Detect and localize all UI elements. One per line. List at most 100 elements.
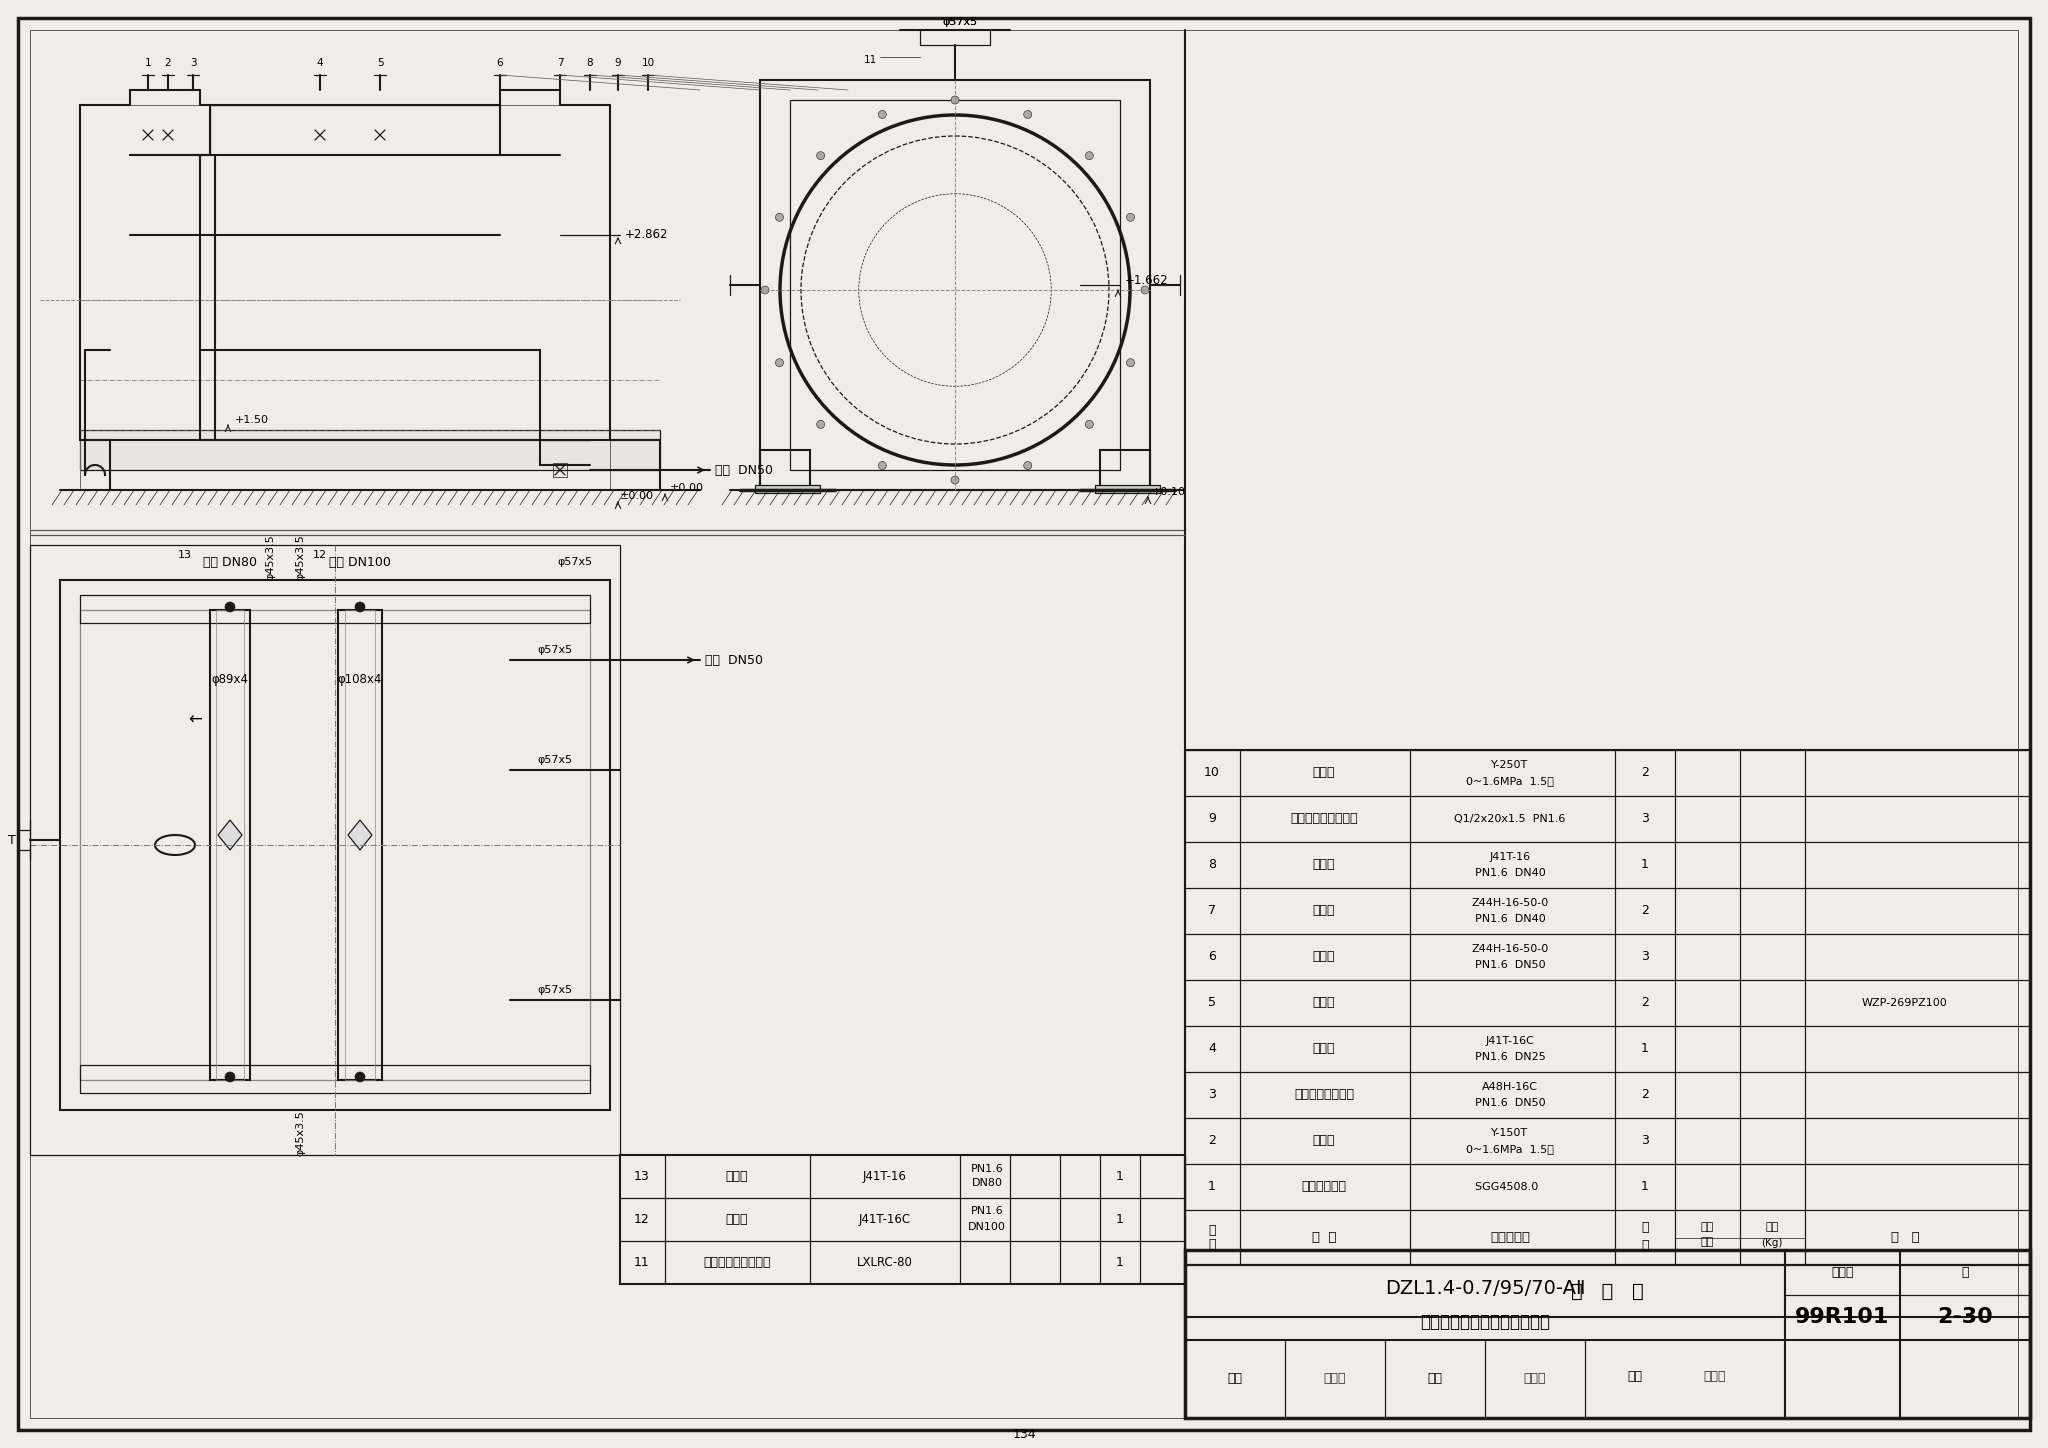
Text: 2: 2 <box>164 58 172 68</box>
Text: 全钢三通压力表嵌塞: 全钢三通压力表嵌塞 <box>1290 812 1358 825</box>
Text: J41T-16: J41T-16 <box>1489 851 1530 862</box>
Text: 2: 2 <box>1640 766 1649 779</box>
Text: 总计: 总计 <box>1765 1222 1778 1232</box>
Bar <box>553 463 567 476</box>
Bar <box>80 1064 590 1093</box>
Text: 校对: 校对 <box>1427 1373 1442 1386</box>
Bar <box>621 1156 1186 1284</box>
Text: 超压保护装置: 超压保护装置 <box>1300 1180 1346 1193</box>
Circle shape <box>1126 359 1135 366</box>
Bar <box>215 610 244 1080</box>
Text: φ57x5: φ57x5 <box>557 557 592 568</box>
Text: (Kg): (Kg) <box>1761 1238 1782 1248</box>
Text: 赵丽分: 赵丽分 <box>1704 1370 1726 1383</box>
Text: DN100: DN100 <box>969 1222 1006 1231</box>
Text: Y-150T: Y-150T <box>1491 1128 1528 1138</box>
Text: 审核: 审核 <box>1227 1373 1243 1386</box>
Text: 10: 10 <box>1204 766 1221 779</box>
Text: 9: 9 <box>614 58 621 68</box>
Text: 1: 1 <box>1640 859 1649 872</box>
Text: 1: 1 <box>1116 1255 1124 1268</box>
Text: 回水 DN80: 回水 DN80 <box>203 556 256 569</box>
Text: 排污  DN50: 排污 DN50 <box>705 653 764 666</box>
Text: 名  称: 名 称 <box>1313 1231 1335 1244</box>
Text: DN80: DN80 <box>971 1179 1004 1189</box>
Text: ±0.00: ±0.00 <box>670 484 705 492</box>
Text: 单件: 单件 <box>1700 1222 1714 1232</box>
Text: 134: 134 <box>1012 1429 1036 1442</box>
Text: 8: 8 <box>586 58 594 68</box>
Text: φ57x5: φ57x5 <box>942 17 977 28</box>
Text: 组装热水锅炉管道阀门仪表图: 组装热水锅炉管道阀门仪表图 <box>1419 1313 1550 1331</box>
Text: 量: 量 <box>1640 1239 1649 1253</box>
Bar <box>1186 750 2030 1266</box>
Circle shape <box>354 1072 365 1082</box>
Text: 备   注: 备 注 <box>1890 1231 1919 1244</box>
Text: J41T-16: J41T-16 <box>862 1170 907 1183</box>
Text: 6: 6 <box>498 58 504 68</box>
Text: 2: 2 <box>1640 1089 1649 1102</box>
Text: 2: 2 <box>1208 1134 1217 1147</box>
Text: 水平螺旋干式热水表: 水平螺旋干式热水表 <box>702 1255 770 1268</box>
Bar <box>756 485 819 492</box>
Text: 4: 4 <box>1208 1043 1217 1056</box>
Text: PN1.6: PN1.6 <box>971 1164 1004 1173</box>
Text: PN1.6: PN1.6 <box>971 1206 1004 1216</box>
Bar <box>1186 1250 2030 1418</box>
Text: 排污  DN50: 排污 DN50 <box>715 463 772 476</box>
Text: φ45x3.5: φ45x3.5 <box>264 534 274 579</box>
Text: 1: 1 <box>1640 1043 1649 1056</box>
Text: 电多江: 电多江 <box>1323 1373 1346 1386</box>
Text: 截止阀: 截止阀 <box>1313 859 1335 872</box>
Bar <box>344 610 375 1080</box>
Text: φ57x5: φ57x5 <box>942 17 977 28</box>
Circle shape <box>776 213 784 222</box>
Text: 5: 5 <box>1208 996 1217 1009</box>
Bar <box>80 106 610 489</box>
Circle shape <box>1024 462 1032 469</box>
Text: 张纸尺: 张纸尺 <box>1524 1373 1546 1386</box>
Text: 99R101: 99R101 <box>1796 1308 1890 1326</box>
Text: 2: 2 <box>1640 996 1649 1009</box>
Circle shape <box>1024 110 1032 119</box>
Text: 6: 6 <box>1208 950 1217 963</box>
Text: 8: 8 <box>1208 859 1217 872</box>
Text: 1: 1 <box>1640 1180 1649 1193</box>
Text: 3: 3 <box>1208 1089 1217 1102</box>
Text: PN1.6  DN25: PN1.6 DN25 <box>1475 1053 1546 1061</box>
Text: LXLRC-80: LXLRC-80 <box>856 1255 913 1268</box>
Circle shape <box>950 476 958 484</box>
Text: PN1.6  DN50: PN1.6 DN50 <box>1475 960 1546 970</box>
Text: Q1/2x20x1.5  PN1.6: Q1/2x20x1.5 PN1.6 <box>1454 814 1565 824</box>
Text: 9: 9 <box>1208 812 1217 825</box>
Text: 2-30: 2-30 <box>1937 1308 1993 1326</box>
Text: WZP-269PZ100: WZP-269PZ100 <box>1862 998 1948 1008</box>
Text: 13: 13 <box>635 1170 649 1183</box>
Bar <box>1186 1266 2030 1318</box>
Text: 规格、型号: 规格、型号 <box>1491 1231 1530 1244</box>
Text: 3: 3 <box>1640 1134 1649 1147</box>
Text: 12: 12 <box>313 550 328 560</box>
Text: 热电阻: 热电阻 <box>1313 996 1335 1009</box>
Bar <box>338 610 383 1080</box>
Text: 序
号: 序 号 <box>1208 1224 1217 1251</box>
Text: +1.662: +1.662 <box>1124 274 1169 287</box>
Text: 0~1.6MPa  1.5级: 0~1.6MPa 1.5级 <box>1466 1144 1554 1154</box>
Circle shape <box>225 602 236 613</box>
Text: DZL1.4-0.7/95/70-AⅡ: DZL1.4-0.7/95/70-AⅡ <box>1384 1279 1585 1297</box>
Text: SGG4508.0: SGG4508.0 <box>1475 1182 1544 1192</box>
Bar <box>80 595 590 623</box>
Text: J41T-16C: J41T-16C <box>858 1213 911 1226</box>
Circle shape <box>225 1072 236 1082</box>
Text: φ89x4: φ89x4 <box>211 673 248 686</box>
Bar <box>760 80 1151 489</box>
Text: 明   细   表: 明 细 表 <box>1571 1281 1645 1300</box>
Text: 重量: 重量 <box>1700 1238 1714 1248</box>
Text: φ45x3.5: φ45x3.5 <box>295 534 305 579</box>
Circle shape <box>950 96 958 104</box>
Circle shape <box>1126 213 1135 222</box>
Text: φ57x5: φ57x5 <box>537 644 573 654</box>
Text: 12: 12 <box>635 1213 649 1226</box>
Text: 压力表: 压力表 <box>1313 1134 1335 1147</box>
Text: Z44H-16-50-0: Z44H-16-50-0 <box>1470 898 1548 908</box>
